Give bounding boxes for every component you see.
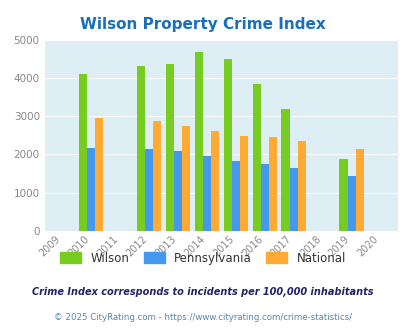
Bar [355,149,363,231]
Bar [202,155,210,231]
Bar [223,59,231,231]
Legend: Wilson, Pennsylvania, National: Wilson, Pennsylvania, National [55,247,350,269]
Bar [79,74,87,231]
Bar [339,159,347,231]
Bar [281,109,289,231]
Text: Wilson Property Crime Index: Wilson Property Crime Index [80,16,325,31]
Bar [194,52,202,231]
Bar [239,136,247,231]
Bar [95,118,103,231]
Bar [173,151,181,231]
Bar [252,83,260,231]
Bar [165,64,173,231]
Bar [210,131,218,231]
Text: Crime Index corresponds to incidents per 100,000 inhabitants: Crime Index corresponds to incidents per… [32,287,373,297]
Bar [268,137,276,231]
Bar [145,149,153,231]
Bar [181,126,190,231]
Bar [297,141,305,231]
Bar [289,168,297,231]
Bar [231,161,239,231]
Bar [347,176,355,231]
Text: © 2025 CityRating.com - https://www.cityrating.com/crime-statistics/: © 2025 CityRating.com - https://www.city… [54,313,351,322]
Bar [260,164,268,231]
Bar [87,148,95,231]
Bar [153,121,161,231]
Bar [136,66,145,231]
